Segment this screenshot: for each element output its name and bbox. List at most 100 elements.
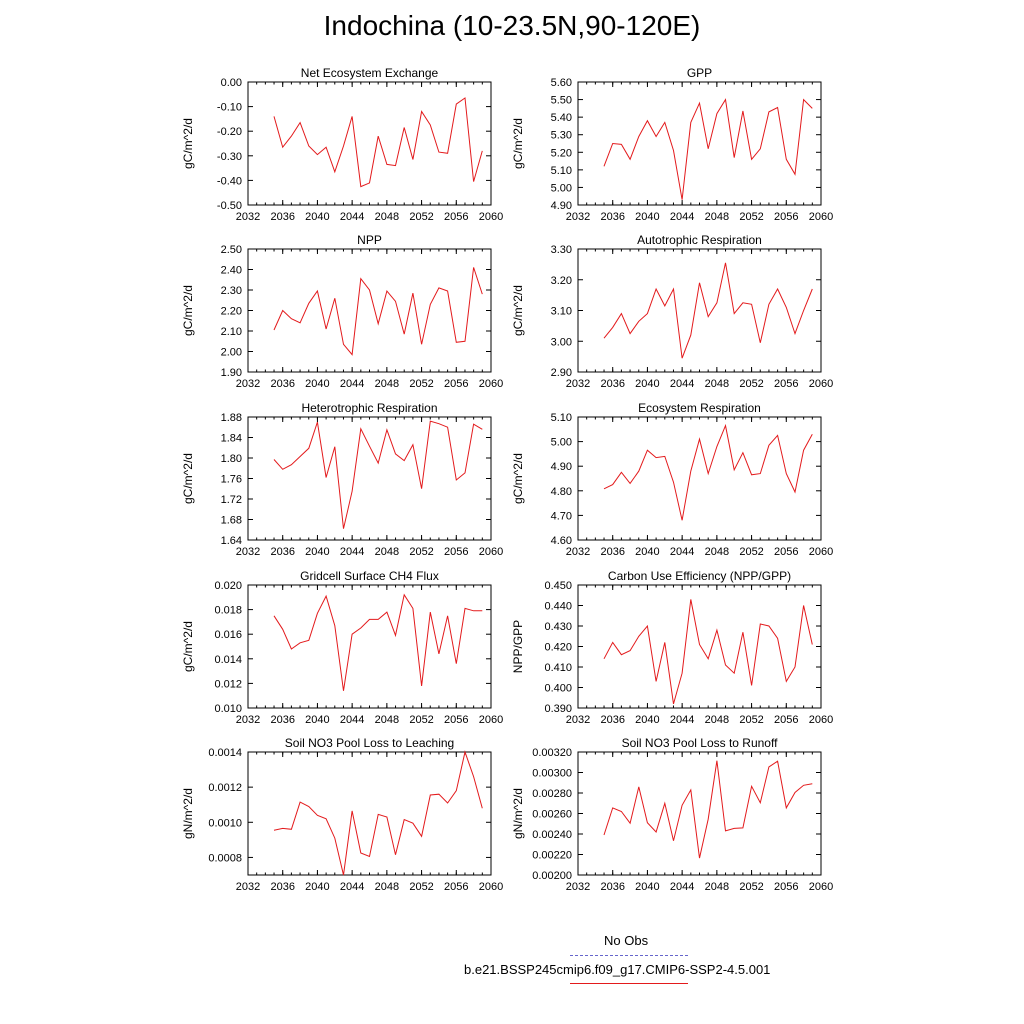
series-line <box>273 420 483 529</box>
x-tick-label: 2040 <box>635 378 659 390</box>
panel-title: Autotrophic Respiration <box>637 233 762 247</box>
panel-9: Soil NO3 Pool Loss to Runoff 2032 2036 2040… <box>511 736 833 893</box>
panel-7: Carbon Use Efficiency (NPP/GPP) 2032 2036 2… <box>511 569 833 726</box>
y-tick-label: 1.88 <box>221 412 242 424</box>
y-tick-label: 0.014 <box>214 654 242 666</box>
panel-title: Soil NO3 Pool Loss to Leaching <box>285 736 454 750</box>
y-tick-label: 2.00 <box>221 347 242 359</box>
x-tick-label: 2060 <box>479 546 503 558</box>
y-tick-label: -0.20 <box>217 126 242 138</box>
x-tick-label: 2032 <box>236 714 260 726</box>
y-tick-label: 2.10 <box>221 326 242 338</box>
y-tick-label: 0.400 <box>544 683 572 695</box>
x-tick-label: 2032 <box>566 378 590 390</box>
y-tick-label: 1.64 <box>221 535 242 547</box>
y-tick-label: -0.50 <box>217 200 242 212</box>
y-tick-label: 3.20 <box>551 275 572 287</box>
y-tick-label: 0.012 <box>214 678 242 690</box>
y-tick-label: 3.00 <box>551 336 572 348</box>
y-axis-label: NPP/GPP <box>511 620 525 673</box>
x-tick-label: 2060 <box>809 378 833 390</box>
x-tick-label: 2032 <box>236 881 260 893</box>
y-tick-label: 5.30 <box>551 130 572 142</box>
y-tick-label: 2.30 <box>221 285 242 297</box>
panel-title: Heterotrophic Respiration <box>301 401 437 415</box>
x-tick-label: 2032 <box>566 714 590 726</box>
y-tick-label: 0.430 <box>544 621 572 633</box>
y-tick-label: 0.0008 <box>208 852 242 864</box>
panel-3: Autotrophic Respiration 2032 2036 2040 2044 2… <box>511 233 833 390</box>
y-tick-label: 0.420 <box>544 642 572 654</box>
y-tick-label: 0.00240 <box>532 829 572 841</box>
panel-1: GPP 2032 2036 2040 2044 2048 2052 2056 2060 4.90 5… <box>511 66 833 223</box>
x-tick-label: 2048 <box>375 714 399 726</box>
y-tick-label: 3.30 <box>551 244 572 256</box>
series-line <box>603 98 813 200</box>
panel-frame <box>577 416 822 541</box>
x-tick-label: 2040 <box>635 881 659 893</box>
x-tick-label: 2052 <box>409 211 433 223</box>
x-tick-label: 2048 <box>705 881 729 893</box>
y-tick-label: 2.40 <box>221 265 242 277</box>
y-tick-label: -0.10 <box>217 102 242 114</box>
x-tick-label: 2048 <box>705 546 729 558</box>
panel-frame <box>247 248 492 373</box>
x-tick-label: 2040 <box>305 211 329 223</box>
x-tick-label: 2056 <box>444 211 468 223</box>
x-tick-label: 2036 <box>270 546 294 558</box>
y-tick-label: 0.00320 <box>532 747 572 759</box>
x-tick-label: 2052 <box>739 211 763 223</box>
x-tick-label: 2040 <box>305 881 329 893</box>
y-tick-label: -0.30 <box>217 151 242 163</box>
panel-title: Net Ecosystem Exchange <box>301 66 439 80</box>
panel-title: NPP <box>357 233 382 247</box>
x-tick-label: 2060 <box>479 378 503 390</box>
panel-frame <box>247 584 492 709</box>
y-tick-label: 0.00260 <box>532 809 572 821</box>
x-tick-label: 2044 <box>340 211 364 223</box>
x-tick-label: 2048 <box>375 211 399 223</box>
y-tick-label: 1.72 <box>221 494 242 506</box>
x-tick-label: 2048 <box>705 378 729 390</box>
y-tick-label: 4.80 <box>551 486 572 498</box>
y-tick-label: 2.90 <box>551 367 572 379</box>
x-tick-label: 2060 <box>479 714 503 726</box>
x-tick-label: 2032 <box>566 211 590 223</box>
y-tick-label: 4.90 <box>551 461 572 473</box>
series-line <box>273 593 483 691</box>
x-tick-label: 2036 <box>600 714 624 726</box>
y-tick-label: 4.60 <box>551 535 572 547</box>
x-tick-label: 2056 <box>444 378 468 390</box>
x-tick-label: 2036 <box>600 546 624 558</box>
x-tick-label: 2048 <box>705 714 729 726</box>
y-axis-label: gC/m^2/d <box>511 453 525 504</box>
panel-8: Soil NO3 Pool Loss to Leaching 2032 2036 20… <box>181 736 503 893</box>
y-tick-label: 3.10 <box>551 306 572 318</box>
x-tick-label: 2040 <box>635 714 659 726</box>
x-tick-label: 2056 <box>774 881 798 893</box>
x-tick-label: 2040 <box>635 546 659 558</box>
x-tick-label: 2060 <box>809 211 833 223</box>
x-tick-label: 2060 <box>479 881 503 893</box>
y-axis-label: gC/m^2/d <box>511 118 525 169</box>
panel-4: Heterotrophic Respiration 2032 2036 2040 204… <box>181 401 503 558</box>
panel-frame <box>577 584 822 709</box>
y-tick-label: 4.90 <box>551 200 572 212</box>
x-tick-label: 2052 <box>739 714 763 726</box>
panel-title: Soil NO3 Pool Loss to Runoff <box>622 736 779 750</box>
x-tick-label: 2032 <box>236 546 260 558</box>
y-axis-label: gC/m^2/d <box>181 453 195 504</box>
x-tick-label: 2036 <box>600 378 624 390</box>
x-tick-label: 2060 <box>809 881 833 893</box>
x-tick-label: 2056 <box>444 714 468 726</box>
y-tick-label: 0.0014 <box>208 747 242 759</box>
x-tick-label: 2060 <box>479 211 503 223</box>
x-tick-label: 2060 <box>809 714 833 726</box>
panel-title: GPP <box>687 66 712 80</box>
x-tick-label: 2048 <box>705 211 729 223</box>
page-title: Indochina (10-23.5N,90-120E) <box>323 10 701 41</box>
x-tick-label: 2036 <box>270 211 294 223</box>
y-axis-label: gC/m^2/d <box>181 118 195 169</box>
series-line <box>603 423 813 521</box>
